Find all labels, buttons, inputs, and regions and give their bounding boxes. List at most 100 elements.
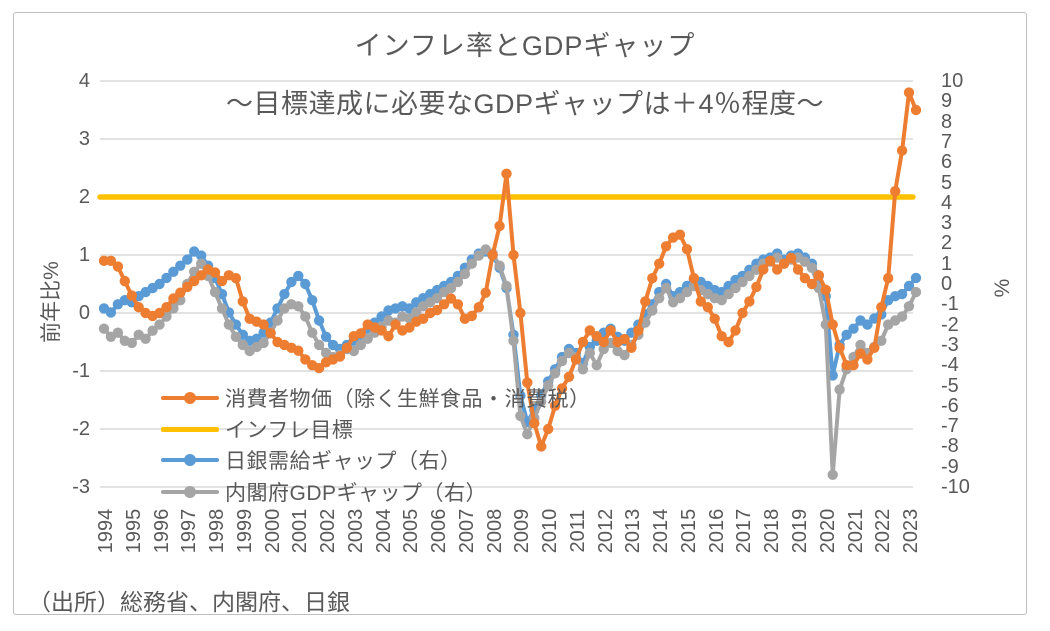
series-marker <box>827 469 838 480</box>
series-marker <box>563 371 575 382</box>
series-marker <box>209 267 221 278</box>
series-marker <box>223 319 235 330</box>
series-marker <box>404 322 415 333</box>
series-marker <box>431 293 443 304</box>
series-marker <box>813 270 824 281</box>
series-marker <box>792 264 804 275</box>
series-marker <box>577 336 589 348</box>
series-marker <box>466 258 477 269</box>
series-marker <box>716 331 727 342</box>
series-marker <box>216 303 228 314</box>
y-right-tick-label: 9 <box>941 90 953 113</box>
series-marker <box>494 260 505 271</box>
series-marker <box>313 315 325 326</box>
boj-line-marker-icon <box>161 447 219 473</box>
y-right-tick-label: 2 <box>941 232 953 255</box>
series-marker <box>307 295 318 306</box>
series-marker <box>515 410 526 422</box>
series-marker <box>431 304 443 316</box>
y-right-tick-label: -8 <box>941 435 959 458</box>
series-marker <box>785 252 797 264</box>
series-marker <box>896 311 908 322</box>
y-right-tick-label: 1 <box>941 252 953 275</box>
series-marker <box>480 287 491 298</box>
y-right-tick-label: 7 <box>941 130 953 153</box>
series-marker <box>862 354 873 365</box>
series-marker <box>556 383 568 394</box>
series-marker <box>230 331 242 342</box>
series-marker <box>376 325 387 336</box>
series-marker <box>133 302 144 313</box>
series-marker <box>98 323 110 334</box>
series-marker <box>744 296 755 307</box>
series-marker <box>119 275 130 287</box>
series-marker <box>799 256 811 267</box>
series-marker <box>806 278 818 290</box>
series-marker <box>466 310 477 322</box>
series-marker <box>765 255 776 266</box>
series-marker <box>182 254 193 265</box>
series-marker <box>154 278 165 290</box>
y-left-tick-label: -1 <box>72 360 90 382</box>
series-marker <box>182 281 193 293</box>
series-marker <box>841 329 852 340</box>
series-marker <box>903 280 915 292</box>
y-right-tick-label: 5 <box>941 171 953 194</box>
series-marker <box>293 301 304 312</box>
series-marker <box>293 345 304 356</box>
legend-label: インフレ目標 <box>225 419 354 442</box>
y-right-tick-label: 4 <box>941 191 953 214</box>
legend-label: 内閣府GDPギャップ（右） <box>225 482 488 505</box>
series-marker <box>258 337 269 349</box>
series-marker <box>501 168 512 179</box>
series-marker <box>307 327 318 338</box>
series-marker <box>654 258 665 269</box>
series-marker <box>688 273 700 284</box>
series-marker <box>591 331 602 342</box>
series-marker <box>896 145 908 156</box>
series-marker <box>577 364 589 375</box>
series-marker <box>716 295 727 306</box>
series-marker <box>660 241 672 252</box>
series-marker <box>799 273 811 284</box>
series-marker <box>445 293 457 304</box>
y-right-tick-label: -4 <box>941 354 959 377</box>
series-marker <box>647 273 658 284</box>
series-marker <box>737 307 748 319</box>
series-marker <box>730 325 741 336</box>
series-marker <box>529 418 540 429</box>
series-marker <box>105 255 117 266</box>
series-marker <box>508 249 519 261</box>
series-marker <box>723 336 734 348</box>
series-marker <box>681 244 693 255</box>
series-marker <box>834 342 845 353</box>
chart-subtitle: ～目標達成に必要なGDPギャップは＋4％程度～ <box>225 89 825 119</box>
series-marker <box>459 268 471 280</box>
series-marker <box>619 349 630 361</box>
series-marker <box>910 286 922 298</box>
y-left-tick-label: 0 <box>78 302 90 324</box>
series-marker <box>522 429 533 440</box>
legend-label: 消費者物価（除く生鮮食品・消費税） <box>225 388 591 411</box>
y-right-tick-label: -5 <box>941 374 959 397</box>
y-right-tick-label: 3 <box>941 212 953 235</box>
legend-item-inflation-target: インフレ目標 <box>161 416 353 442</box>
y-left-tick-label: 3 <box>78 128 90 150</box>
series-marker <box>196 258 207 269</box>
series-marker <box>820 284 831 295</box>
series-marker <box>772 264 783 275</box>
series-marker <box>265 328 276 339</box>
y-left-tick-label: -3 <box>72 476 90 498</box>
series-marker <box>633 325 644 336</box>
series-marker <box>876 335 887 346</box>
series-marker <box>147 325 158 336</box>
series-marker <box>806 262 818 273</box>
series-marker <box>355 328 366 339</box>
y-left-tick-label: 1 <box>78 244 90 266</box>
series-marker <box>411 307 422 318</box>
y-right-tick-label: 0 <box>941 273 953 295</box>
series-marker <box>452 299 464 310</box>
series-marker <box>640 296 651 307</box>
